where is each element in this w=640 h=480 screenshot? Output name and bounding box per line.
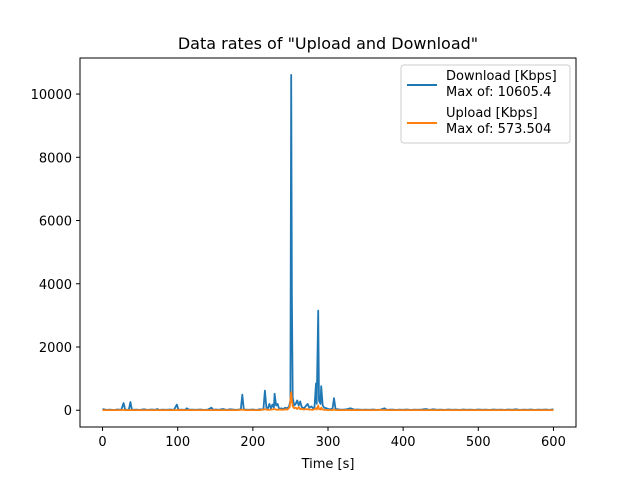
chart-title: Data rates of "Upload and Download" [178, 34, 478, 53]
legend-box [400, 64, 571, 144]
y-axis: 0 2000 4000 6000 8000 10000 [31, 88, 80, 419]
y-tick-label: 0 [64, 404, 72, 419]
x-tick-label: 600 [541, 435, 566, 450]
x-axis-label: Time [s] [301, 457, 355, 472]
legend-upload-label: Upload [Kbps] [446, 106, 538, 121]
legend-download-annotation: Max of: 10605.4 [446, 85, 551, 100]
y-tick-label: 2000 [39, 341, 72, 356]
y-tick-label: 8000 [39, 151, 72, 166]
series-layer [102, 74, 554, 412]
x-tick-label: 300 [316, 435, 341, 450]
x-axis: 0 100 200 300 400 500 600 [98, 427, 566, 450]
x-tick-label: 100 [165, 435, 190, 450]
legend-upload-annotation: Max of: 573.504 [446, 122, 551, 137]
x-tick-label: 500 [466, 435, 491, 450]
legend: Download [Kbps] Max of: 10605.4 Upload [… [400, 64, 571, 144]
y-tick-label: 4000 [39, 278, 72, 293]
upload-series-line [102, 391, 554, 412]
legend-download-label: Download [Kbps] [446, 69, 557, 84]
x-tick-label: 400 [391, 435, 416, 450]
x-tick-label: 200 [240, 435, 265, 450]
y-tick-label: 6000 [39, 215, 72, 230]
x-tick-label: 0 [98, 435, 106, 450]
y-tick-label: 10000 [31, 88, 72, 103]
